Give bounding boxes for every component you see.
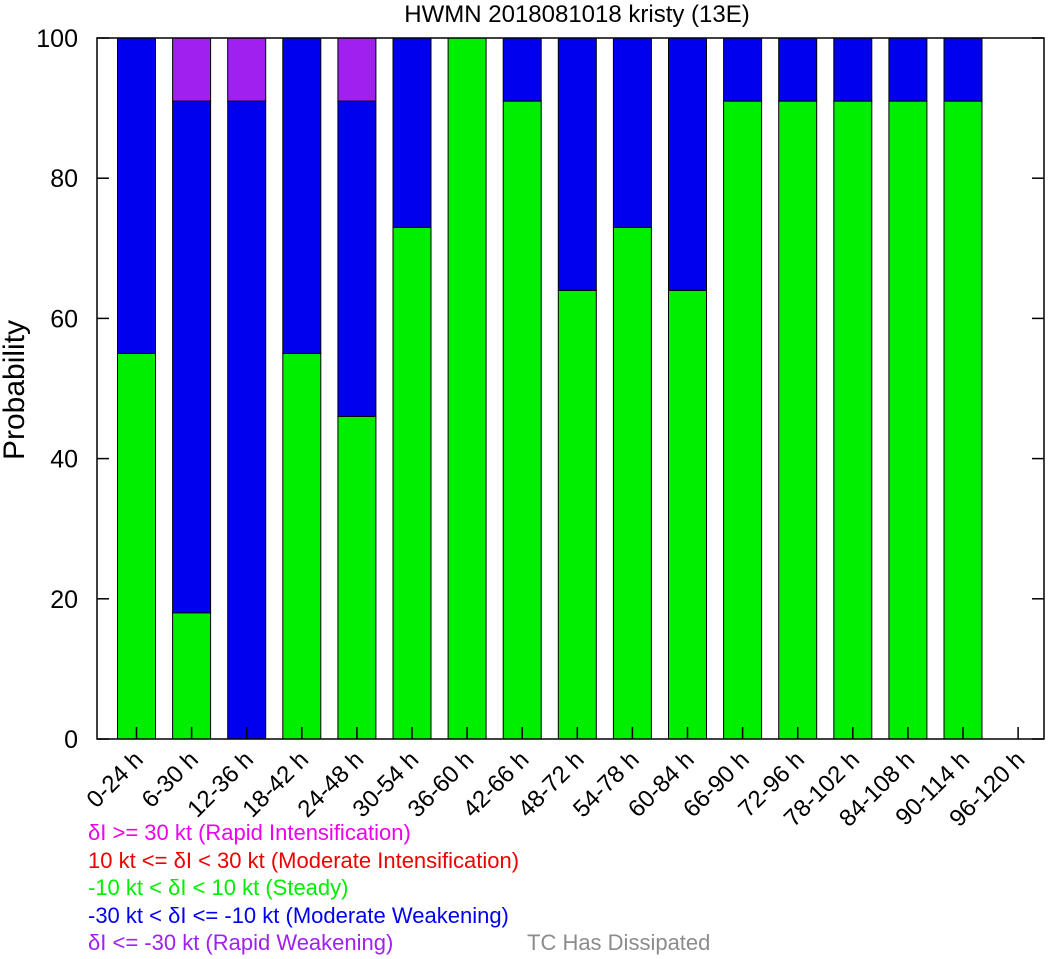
legend-rapid-weakening: δI <= -30 kt (Rapid Weakening) <box>88 930 394 955</box>
bar-moderate_weakening-8 <box>557 37 597 291</box>
bar-moderate_weakening-2 <box>227 100 267 740</box>
y-tick-label-80: 80 <box>50 165 78 193</box>
legend-moderate-weakening: -30 kt < δI <= -10 kt (Moderate Weakenin… <box>88 903 509 928</box>
y-tick-labels: 0 20 40 60 80 100 <box>36 25 78 754</box>
bar-moderate_weakening-9 <box>612 37 652 228</box>
chart-title: HWMN 2018081018 kristy (13E) <box>404 1 749 28</box>
legend-steady: -10 kt < δI < 10 kt (Steady) <box>88 875 349 900</box>
bar-moderate_weakening-5 <box>392 37 432 228</box>
bar-steady-3 <box>282 352 322 740</box>
bar-steady-14 <box>888 100 928 740</box>
bar-steady-5 <box>392 226 432 740</box>
bar-moderate_weakening-1 <box>172 100 212 614</box>
bar-steady-10 <box>668 289 707 740</box>
y-tick-label-0: 0 <box>64 726 78 754</box>
bar-rapid_weakening-1 <box>172 37 212 102</box>
bar-steady-1 <box>172 612 212 740</box>
y-axis-label: Probability <box>0 320 31 460</box>
bar-steady-12 <box>778 100 818 740</box>
bar-rapid_weakening-4 <box>337 37 377 102</box>
bar-moderate_weakening-15 <box>943 37 983 102</box>
bar-steady-13 <box>833 100 873 740</box>
y-tick-label-20: 20 <box>50 586 78 614</box>
bar-moderate_weakening-11 <box>723 37 763 102</box>
y-tick-label-100: 100 <box>36 25 78 53</box>
axes-group <box>96 37 1045 740</box>
legend-rapid-intensification: δI >= 30 kt (Rapid Intensification) <box>88 820 411 845</box>
stacked-bar-chart: HWMN 2018081018 kristy (13E) Probability… <box>0 1 1045 830</box>
bar-steady-7 <box>502 100 542 740</box>
bar-steady-0 <box>117 352 156 740</box>
bar-moderate_weakening-7 <box>502 37 542 102</box>
bars-group <box>117 37 983 740</box>
bar-rapid_weakening-2 <box>227 37 267 102</box>
bar-steady-11 <box>723 100 763 740</box>
bar-moderate_weakening-0 <box>117 37 156 354</box>
y-tick-label-60: 60 <box>50 305 78 333</box>
bar-moderate_weakening-14 <box>888 37 928 102</box>
y-tick-label-40: 40 <box>50 446 78 474</box>
bar-steady-9 <box>612 226 652 740</box>
bar-moderate_weakening-13 <box>833 37 873 102</box>
bar-steady-6 <box>447 37 487 740</box>
bar-moderate_weakening-4 <box>337 100 377 417</box>
bar-steady-15 <box>943 100 983 740</box>
bar-moderate_weakening-3 <box>282 37 322 354</box>
legend-moderate-intensification: 10 kt <= δI < 30 kt (Moderate Intensific… <box>88 848 520 873</box>
bar-steady-8 <box>557 289 597 740</box>
dissipated-label: TC Has Dissipated <box>527 930 711 955</box>
plot-frame <box>96 37 1045 740</box>
bar-moderate_weakening-12 <box>778 37 818 102</box>
bar-moderate_weakening-10 <box>668 37 707 291</box>
x-tick-labels: 0-24 h6-30 h12-36 h18-42 h24-48 h30-54 h… <box>82 746 1031 830</box>
bar-steady-4 <box>337 416 377 740</box>
x-tick-label-0: 0-24 h <box>82 746 149 813</box>
